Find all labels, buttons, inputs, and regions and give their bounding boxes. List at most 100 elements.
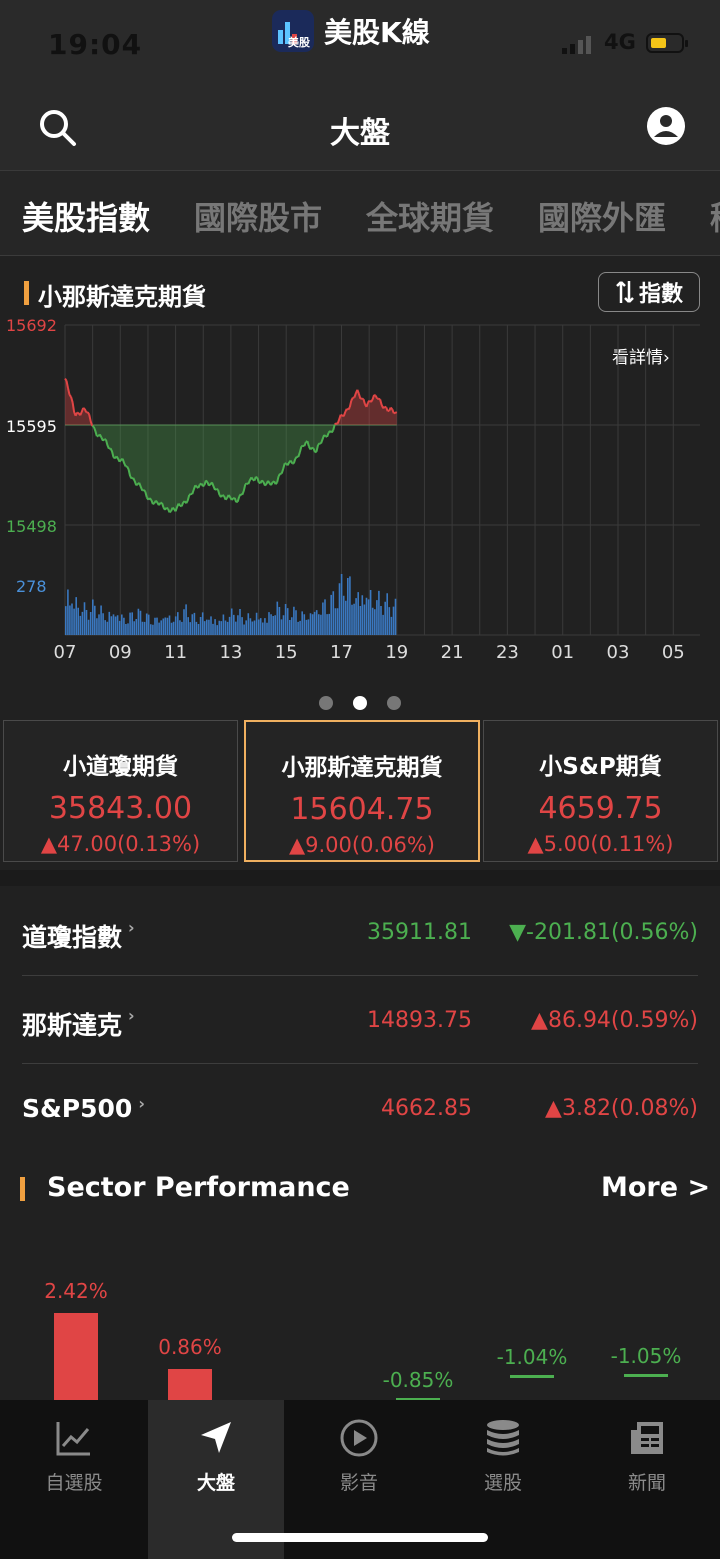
x-tick-label: 17 — [330, 642, 353, 663]
index-row-dow[interactable]: 道瓊指數 › 35911.81 ▼-201.81(0.56%) — [0, 888, 720, 976]
market-tabs: 美股指數 國際股市 全球期貨 國際外匯 稀 — [0, 171, 720, 256]
price-area-down — [92, 424, 335, 513]
swap-arrows-icon — [616, 281, 634, 303]
tab-intl-stocks[interactable]: 國際股市 — [194, 199, 323, 237]
nav-video[interactable]: 影音 — [290, 1400, 428, 1559]
sector-title-accent — [20, 1177, 25, 1201]
x-tick-label: 03 — [607, 642, 630, 663]
futures-name: 小那斯達克期貨 — [281, 755, 443, 781]
futures-change: ▲9.00(0.06%) — [288, 833, 435, 857]
price-line-down — [91, 424, 336, 514]
futures-change: ▲5.00(0.11%) — [527, 832, 674, 856]
x-tick-label: 15 — [275, 642, 298, 663]
sector-title: Sector Performance — [47, 1172, 350, 1203]
nav-watchlist[interactable]: 自選股 — [0, 1400, 148, 1559]
chart-title: 小那斯達克期貨 — [38, 283, 206, 311]
detail-link[interactable]: 看詳情› — [612, 343, 670, 368]
index-change: ▲3.82(0.08%) — [545, 1096, 698, 1121]
search-icon[interactable] — [38, 108, 78, 148]
account-icon[interactable] — [646, 106, 686, 146]
home-indicator[interactable] — [232, 1533, 488, 1542]
price-line-up — [64, 378, 398, 427]
sector-value-label: 2.42% — [44, 1278, 108, 1303]
intraday-chart: 07 09 11 13 15 17 19 21 23 01 03 05 — [54, 324, 700, 663]
nav-label: 大盤 — [196, 1472, 235, 1494]
volume-tick-label: 278 — [16, 577, 47, 596]
futures-price: 4659.75 — [538, 791, 663, 826]
newspaper-icon — [631, 1422, 663, 1454]
chart-grid — [64, 324, 700, 636]
tab-more[interactable]: 稀 — [710, 193, 720, 239]
nav-label: 影音 — [339, 1472, 378, 1494]
status-time: 19:04 — [48, 28, 143, 61]
x-tick-label: 19 — [385, 642, 408, 663]
x-tick-label: 21 — [441, 642, 464, 663]
nav-label: 選股 — [483, 1472, 522, 1494]
x-tick-label: 05 — [662, 642, 685, 663]
index-name: 那斯達克 — [22, 1011, 123, 1040]
pager-dot[interactable] — [387, 696, 401, 710]
sector-chart: 2.42% 0.86% -0.85% -1.04% -1.05% — [0, 1220, 720, 1400]
page-title: 大盤 — [330, 116, 390, 151]
chevron-right-icon: › — [138, 1094, 145, 1113]
sector-value-label: 0.86% — [158, 1335, 222, 1360]
chart-pager[interactable] — [0, 696, 720, 710]
trend-chart-icon — [56, 1422, 90, 1456]
x-axis-ticks: 07 09 11 13 15 17 19 21 23 01 03 05 — [54, 642, 685, 663]
x-tick-label: 13 — [219, 642, 242, 663]
futures-change: ▲47.00(0.13%) — [40, 832, 201, 856]
sector-value-label: -1.04% — [496, 1344, 568, 1369]
sector-bar[interactable] — [396, 1398, 440, 1400]
nav-screener[interactable]: 選股 — [434, 1400, 572, 1559]
index-toggle-button[interactable]: 指數 — [598, 272, 700, 312]
chevron-right-icon: › — [128, 918, 135, 937]
chart-title-accent — [24, 281, 29, 305]
detail-link-label: 看詳情 — [612, 348, 663, 368]
signal-icon — [562, 36, 591, 54]
index-price: 14893.75 — [367, 1008, 472, 1033]
tab-us-index[interactable]: 美股指數 — [22, 199, 151, 237]
futures-price: 35843.00 — [48, 791, 193, 826]
section-divider — [0, 870, 720, 886]
pager-dot-active[interactable] — [353, 696, 367, 710]
index-price: 35911.81 — [367, 920, 472, 945]
tab-forex[interactable]: 國際外匯 — [538, 199, 667, 237]
database-icon — [487, 1420, 519, 1456]
nav-label: 自選股 — [45, 1472, 103, 1494]
nav-market[interactable]: 大盤 — [148, 1400, 284, 1559]
sector-more-link[interactable]: More > — [601, 1172, 711, 1203]
status-bar — [0, 0, 720, 86]
index-toggle-label: 指數 — [638, 282, 683, 307]
pager-dot[interactable] — [319, 696, 333, 710]
x-tick-label: 09 — [109, 642, 132, 663]
y-tick-label: 15595 — [6, 417, 57, 436]
y-tick-label: 15498 — [6, 517, 57, 536]
navigation-arrow-icon — [201, 1422, 231, 1453]
app-name: 美股K線 — [324, 16, 430, 49]
x-tick-label: 23 — [496, 642, 519, 663]
tab-global-futures[interactable]: 全球期貨 — [366, 199, 495, 237]
app-logo-icon: 美股 — [272, 10, 314, 52]
futures-card-dow[interactable]: 小道瓊期貨 35843.00 ▲47.00(0.13%) — [3, 720, 238, 862]
futures-name: 小道瓊期貨 — [63, 754, 178, 780]
x-tick-label: 07 — [54, 642, 77, 663]
sector-bar[interactable] — [510, 1374, 554, 1378]
x-tick-label: 01 — [551, 642, 574, 663]
sector-value-label: -1.05% — [610, 1344, 682, 1368]
battery-icon — [646, 33, 688, 53]
futures-card-sp[interactable]: 小S&P期貨 4659.75 ▲5.00(0.11%) — [483, 720, 718, 862]
play-circle-icon — [340, 1419, 378, 1457]
chevron-right-icon: › — [128, 1006, 135, 1025]
index-row-nasdaq[interactable]: 那斯達克 › 14893.75 ▲86.94(0.59%) — [0, 976, 720, 1064]
sector-bar[interactable] — [168, 1369, 212, 1400]
app-badge: 美股 美股K線 — [272, 10, 430, 52]
sector-bar[interactable] — [624, 1374, 668, 1377]
index-change: ▲86.94(0.59%) — [531, 1008, 698, 1033]
sector-value-label: -0.85% — [382, 1368, 454, 1392]
price-area-up — [65, 378, 397, 427]
index-row-sp500[interactable]: S&P500 › 4662.85 ▲3.82(0.08%) — [0, 1064, 720, 1152]
futures-card-nasdaq[interactable]: 小那斯達克期貨 15604.75 ▲9.00(0.06%) — [244, 720, 480, 862]
sector-bar[interactable] — [54, 1312, 98, 1400]
nav-news[interactable]: 新聞 — [578, 1400, 716, 1559]
bottom-nav: 自選股 大盤 影音 選股 新聞 — [0, 1400, 720, 1559]
